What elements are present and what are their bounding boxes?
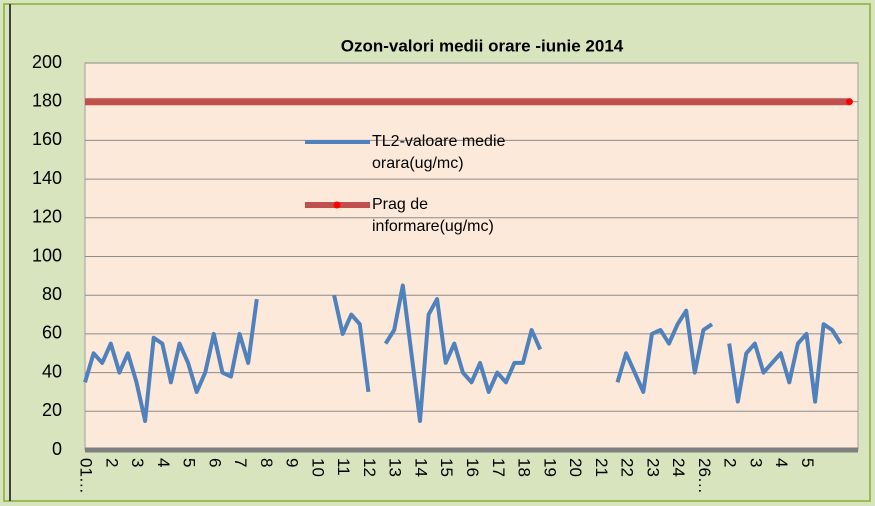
y-tick-label: 80: [42, 284, 62, 304]
x-tick-label: 13: [386, 458, 405, 477]
y-tick-label: 40: [42, 361, 62, 381]
x-tick-label: 4: [154, 458, 173, 467]
x-tick-label: 19: [540, 458, 559, 477]
chart-border: [3, 3, 871, 502]
legend-marker: [333, 201, 341, 209]
x-tick-label: 15: [437, 458, 456, 477]
y-tick-label: 20: [42, 400, 62, 420]
legend-label: TL2-valoare medie orara(ug/mc): [372, 133, 506, 172]
x-tick-label: 2: [102, 458, 121, 467]
y-tick-label: 140: [32, 168, 62, 188]
x-tick-label: 7: [231, 458, 250, 467]
chart-title: Ozon-valori medii orare -iunie 2014: [341, 36, 624, 55]
x-tick-label: 4: [772, 458, 791, 467]
x-tick-label: 9: [283, 458, 302, 467]
series-marker: [845, 98, 853, 106]
x-tick-label: 01…: [77, 458, 96, 494]
x-tick-label: 18: [515, 458, 534, 477]
y-tick-label: 120: [32, 207, 62, 227]
x-tick-label: 20: [566, 458, 585, 477]
legend-entry: Prag de informare(ug/mc): [372, 196, 494, 235]
x-tick-label: 12: [360, 458, 379, 477]
x-tick-label: 5: [180, 458, 199, 467]
y-tick-label: 160: [32, 129, 62, 149]
legend-entry: TL2-valoare medie orara(ug/mc): [372, 133, 506, 172]
legend-label: Prag de informare(ug/mc): [372, 196, 494, 235]
x-tick-label: 14: [411, 458, 430, 477]
x-tick-label: 3: [128, 458, 147, 467]
x-tick-label: 24: [669, 458, 688, 477]
x-tick-label: 16: [463, 458, 482, 477]
x-tick-label: 5: [798, 458, 817, 467]
x-tick-label: 21: [592, 458, 611, 477]
x-tick-label: 6: [205, 458, 224, 467]
x-tick-label: 26…: [695, 458, 714, 494]
x-tick-label: 3: [746, 458, 765, 467]
x-tick-label: 8: [257, 458, 276, 467]
series-line: [83, 283, 843, 423]
y-tick-label: 100: [32, 245, 62, 265]
y-tick-label: 180: [32, 90, 62, 110]
y-tick-label: 60: [42, 323, 62, 343]
x-tick-label: 22: [618, 458, 637, 477]
y-tick-label: 0: [52, 439, 62, 459]
x-tick-label: 11: [334, 458, 353, 476]
x-tick-label: 17: [489, 458, 508, 477]
x-tick-label: 10: [308, 458, 327, 477]
x-tick-label: 23: [643, 458, 662, 477]
x-tick-label: 2: [721, 458, 740, 467]
y-tick-label: 200: [32, 52, 62, 72]
